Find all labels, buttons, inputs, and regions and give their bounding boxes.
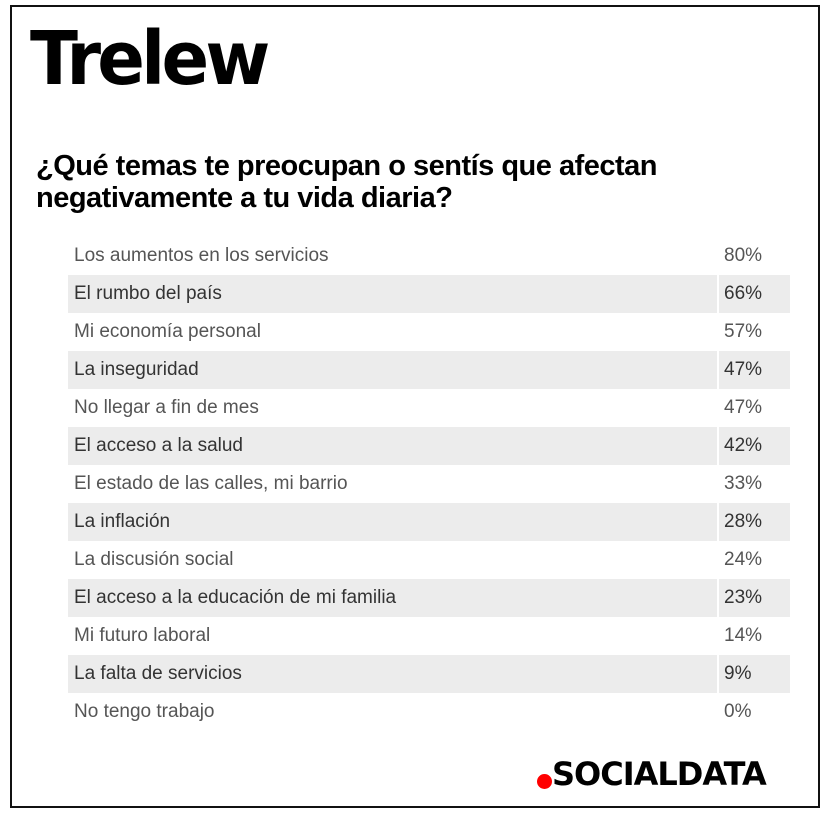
row-label: Mi economía personal: [74, 321, 261, 342]
row-label: La inflación: [68, 503, 717, 541]
red-dot-icon: [537, 773, 552, 789]
row-label: La inseguridad: [68, 351, 717, 389]
table-row: No llegar a fin de mes 47%: [68, 389, 790, 427]
table-row: La falta de servicios 9%: [68, 655, 790, 693]
table-row: El rumbo del país 66%: [68, 275, 790, 313]
brand-name: SOCIALDATA: [552, 755, 767, 793]
row-value: 47%: [719, 351, 790, 389]
row-label: El acceso a la educación de mi familia: [68, 579, 717, 617]
table-row: Los aumentos en los servicios 80%: [68, 237, 790, 275]
table-row: No tengo trabajo 0%: [68, 693, 790, 731]
row-value: 24%: [724, 549, 763, 570]
row-label: El estado de las calles, mi barrio: [74, 473, 348, 494]
table-row: El estado de las calles, mi barrio 33%: [68, 465, 790, 503]
table-row: La inflación 28%: [68, 503, 790, 541]
row-value: 9%: [719, 655, 790, 693]
table-row: La inseguridad 47%: [68, 351, 790, 389]
results-table: Los aumentos en los servicios 80% El rumbo…: [68, 237, 790, 731]
frame: [10, 5, 820, 808]
row-value: 14%: [724, 625, 763, 646]
row-label: No llegar a fin de mes: [74, 397, 259, 418]
row-label: Mi futuro laboral: [74, 625, 211, 646]
table-row: El acceso a la salud 42%: [68, 427, 790, 465]
row-label: El acceso a la salud: [68, 427, 717, 465]
table-row: Mi futuro laboral 14%: [68, 617, 790, 655]
row-label: Los aumentos en los servicios: [74, 245, 329, 266]
row-label: No tengo trabajo: [74, 701, 215, 722]
table-row: La discusión social 24%: [68, 541, 790, 579]
row-value: 28%: [719, 503, 790, 541]
row-label: El rumbo del país: [68, 275, 717, 313]
row-value: 66%: [719, 275, 790, 313]
row-label: La falta de servicios: [68, 655, 717, 693]
table-row: Mi economía personal 57%: [68, 313, 790, 351]
row-value: 23%: [719, 579, 790, 617]
row-value: 0%: [724, 701, 752, 722]
row-value: 42%: [719, 427, 790, 465]
row-value: 80%: [724, 245, 763, 266]
row-value: 33%: [724, 473, 763, 494]
row-value: 47%: [724, 397, 763, 418]
table-row: El acceso a la educación de mi familia 23…: [68, 579, 790, 617]
city-title: Trelew: [30, 16, 270, 102]
row-value: 57%: [724, 321, 763, 342]
socialdata-logo: SOCIALDATA: [537, 755, 767, 793]
row-label: La discusión social: [74, 549, 234, 570]
question-heading: ¿Qué temas te preocupan o sentís que afe…: [36, 150, 658, 214]
